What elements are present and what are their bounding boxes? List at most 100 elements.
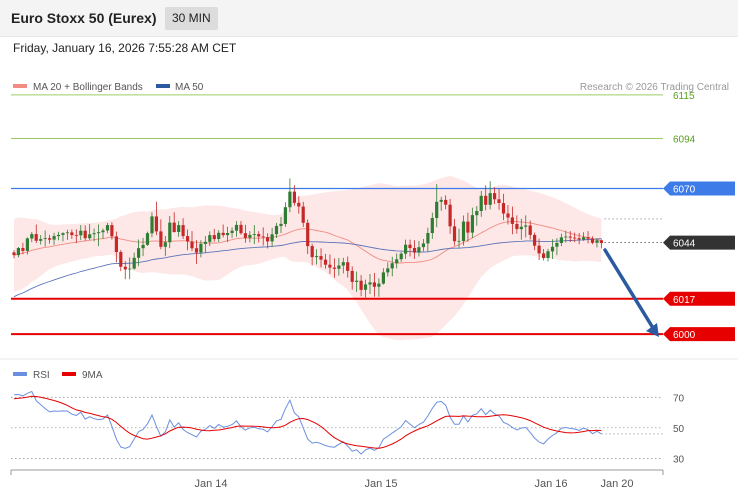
timeframe-badge[interactable]: 30 MIN (165, 7, 218, 30)
candle (221, 224, 225, 238)
candle (159, 219, 163, 250)
candle (533, 232, 537, 251)
candle (105, 222, 110, 234)
rsi-line (13, 390, 602, 455)
candle-body (524, 225, 528, 227)
candle (528, 220, 532, 240)
candle-body (150, 216, 154, 234)
candle-body (132, 257, 136, 269)
candlesticks (12, 178, 603, 298)
candle-body (582, 237, 586, 240)
candle-body (141, 244, 145, 249)
candle (564, 230, 568, 243)
candle-body (435, 201, 439, 218)
candle-body (550, 246, 555, 252)
candle-body (21, 248, 25, 251)
candle (168, 215, 172, 249)
candle (461, 215, 466, 246)
candle (132, 252, 136, 270)
candle-body (484, 195, 488, 205)
candle-body (595, 240, 599, 243)
candle (34, 224, 38, 244)
candle-body (386, 268, 390, 273)
candle-body (577, 238, 581, 240)
rsi-legend: RSI 9MA (13, 370, 103, 381)
legend-swatch-ma50 (156, 84, 170, 88)
candle-body (43, 238, 47, 239)
candle (199, 240, 203, 258)
candle (243, 224, 247, 243)
candle-body (128, 268, 132, 270)
candle-body (488, 193, 492, 205)
candle (337, 258, 341, 276)
candle (332, 258, 336, 278)
candle-body (346, 262, 350, 271)
candle-body (573, 237, 577, 239)
last-price-label: 6044 (673, 239, 696, 250)
candle-body (39, 239, 43, 241)
rsi-grid (11, 396, 663, 459)
candle (79, 225, 83, 241)
candle-body (301, 206, 305, 223)
candle-body (368, 282, 372, 285)
candle (488, 181, 492, 210)
candle (21, 242, 25, 255)
candle (83, 225, 87, 241)
candle-body (395, 259, 399, 264)
candle (217, 230, 221, 242)
candle-body (444, 199, 448, 205)
candle (350, 266, 354, 290)
candle (341, 257, 345, 274)
candle-body (212, 235, 216, 240)
candle-body (16, 248, 20, 256)
candle-body (493, 193, 497, 200)
candle (114, 231, 118, 263)
candle-body (421, 243, 425, 248)
candle-body (243, 233, 247, 238)
candle-body (137, 248, 141, 258)
candle (479, 190, 483, 217)
candle (25, 237, 29, 255)
candle (123, 261, 127, 280)
candle (430, 212, 434, 239)
candle (426, 227, 430, 252)
candle-body (279, 223, 283, 226)
candle-body (56, 234, 61, 237)
bollinger-bands (14, 176, 602, 341)
candle-body (261, 236, 265, 238)
candle (226, 226, 230, 243)
candle-body (239, 224, 243, 234)
candle-body (497, 199, 501, 203)
candle (52, 232, 56, 245)
pivot-tag (663, 181, 735, 196)
candle (368, 274, 372, 295)
legend-label-ma50: MA 50 (175, 82, 204, 93)
candle-body (568, 236, 572, 238)
candle (515, 215, 519, 234)
candle (484, 185, 488, 211)
forecast-arrow (603, 248, 659, 337)
candle-body (408, 244, 412, 248)
candle-body (252, 234, 256, 235)
candle (145, 231, 150, 246)
x-axis-label: Jan 20 (600, 478, 633, 490)
candle (470, 207, 474, 239)
candle (92, 228, 96, 242)
candle (444, 195, 448, 210)
candle (48, 234, 52, 244)
candle (43, 230, 47, 247)
candle-body (475, 211, 479, 216)
candle (506, 205, 510, 225)
candle-body (105, 225, 110, 231)
candle-body (186, 236, 190, 242)
candle (439, 196, 443, 211)
rsi-9ma-line (13, 395, 602, 449)
candle-body (217, 232, 221, 239)
candle-body (114, 236, 118, 252)
candle (510, 206, 514, 235)
resistance-label: 6115 (673, 91, 695, 102)
candle-body (88, 234, 92, 239)
candle (150, 212, 154, 238)
candle (386, 262, 390, 277)
candle (306, 219, 310, 255)
